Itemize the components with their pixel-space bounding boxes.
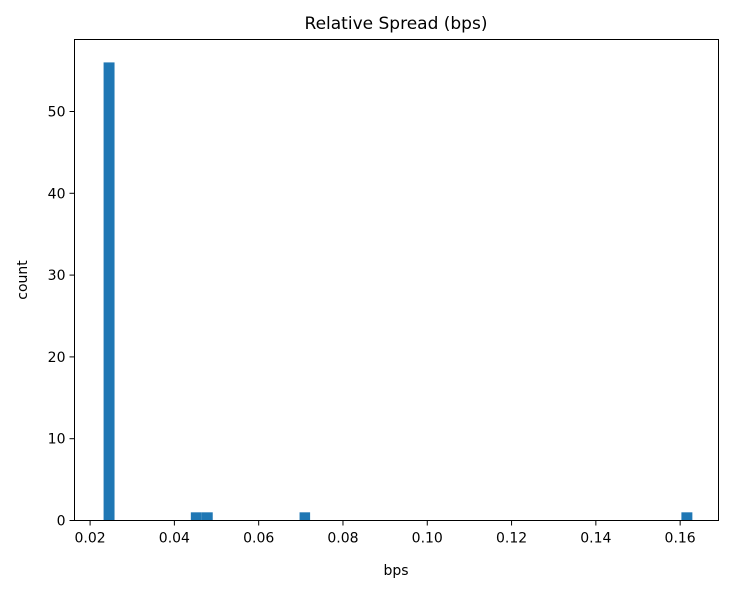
y-axis-label: count xyxy=(15,260,31,300)
histogram-bar-3 xyxy=(299,512,311,521)
histogram-bar-1 xyxy=(190,512,202,521)
bars-group xyxy=(103,62,693,521)
y-tick-label-1: 10 xyxy=(48,432,66,448)
x-tick-label-4: 0.10 xyxy=(412,531,443,547)
y-tick-label-0: 0 xyxy=(57,514,66,530)
x-tick-label-5: 0.12 xyxy=(496,531,527,547)
plot-frame xyxy=(74,39,719,521)
x-tick-label-7: 0.16 xyxy=(665,531,696,547)
histogram-bar-4 xyxy=(681,512,693,521)
x-axis-label: bps xyxy=(383,563,408,579)
y-tick-label-3: 30 xyxy=(48,268,66,284)
y-axis-ticks: 0 10 20 30 40 50 xyxy=(48,104,75,530)
x-tick-label-6: 0.14 xyxy=(580,531,611,547)
y-tick-label-5: 50 xyxy=(48,104,66,120)
histogram-bar-2 xyxy=(201,512,213,521)
chart-title: Relative Spread (bps) xyxy=(305,14,488,34)
y-tick-label-2: 20 xyxy=(48,350,66,366)
x-tick-label-3: 0.08 xyxy=(327,531,358,547)
x-tick-label-1: 0.04 xyxy=(159,531,190,547)
histogram-bar-0 xyxy=(103,62,115,521)
x-axis-ticks: 0.02 0.04 0.06 0.08 0.10 0.12 0.14 0.16 xyxy=(75,520,696,547)
x-tick-label-0: 0.02 xyxy=(75,531,106,547)
y-tick-label-4: 40 xyxy=(48,186,66,202)
x-tick-label-2: 0.06 xyxy=(243,531,274,547)
